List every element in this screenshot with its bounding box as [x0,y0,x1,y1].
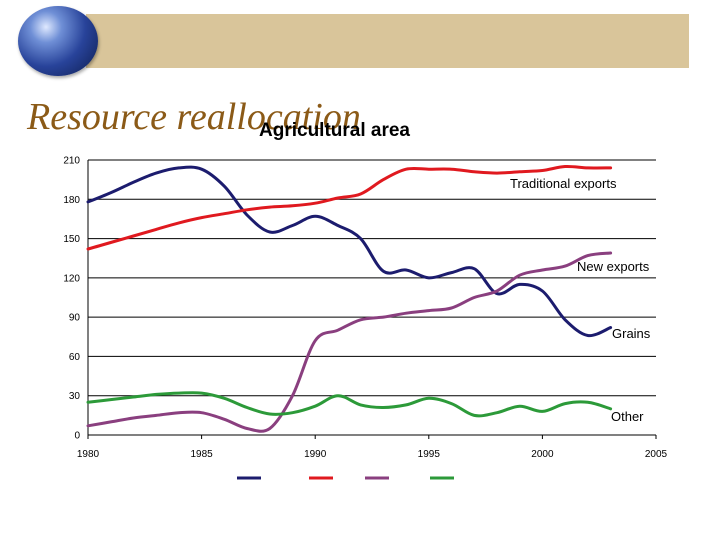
tick-labels: 0 30 60 90 120 150 180 210 1980 1985 1990 1995 2000 2… [63,156,667,461]
x-tick-label: 2000 [531,449,554,460]
series-label-traditional-exports: Traditional exports [510,176,617,191]
series-line-grains [86,165,613,338]
axes [87,160,657,439]
series-labels: Grains Traditional exports New exports Othe… [510,176,651,424]
x-tick-label: 1985 [190,449,213,460]
y-tick-label: 90 [69,313,81,324]
y-tick-label: 120 [63,273,80,284]
x-tick-label: 1990 [304,449,327,460]
series-label-other: Other [611,409,644,424]
y-tick-label: 0 [74,431,80,442]
world-map-banner [86,14,689,68]
series-line-traditional-exports [86,164,613,251]
series-lines [86,164,613,433]
x-tick-label: 2005 [645,449,668,460]
y-tick-label: 180 [63,195,80,206]
x-tick-label: 1995 [418,449,441,460]
globe-icon [18,6,98,76]
gridlines [88,159,656,397]
slide-title: Resource reallocation [27,96,361,138]
series-line-new-exports [86,251,613,433]
series-label-grains: Grains [612,326,651,341]
y-tick-label: 60 [69,352,81,363]
series-label-new-exports: New exports [577,259,650,274]
chart-title: Agricultural area [259,120,410,141]
x-tick-label: 1980 [77,449,100,460]
y-tick-label: 210 [63,156,80,167]
y-tick-label: 150 [63,234,80,245]
series-line-other [86,391,613,418]
y-tick-label: 30 [69,391,81,402]
